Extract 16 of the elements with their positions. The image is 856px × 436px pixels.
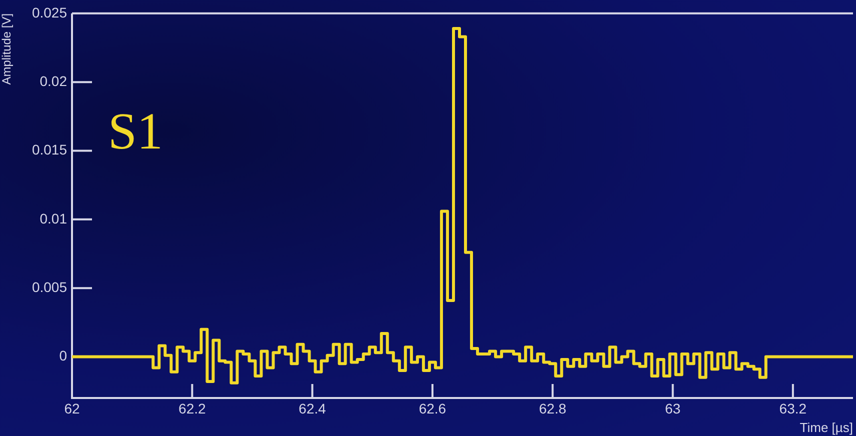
x-tick-label: 62.6 [418,400,446,416]
x-tick-label: 62.8 [538,400,566,416]
y-tick-label: 0.005 [32,278,68,295]
x-tick-label: 62.2 [178,400,206,416]
y-tick-label: 0.02 [40,72,68,89]
x-tick-label: 62.4 [298,400,326,416]
y-tick-label: 0.015 [32,142,68,158]
x-axis-title: Time [µs] [800,420,853,435]
x-tick-label: 63.2 [779,400,807,416]
y-tick-label: 0.025 [32,4,68,20]
y-tick-label: 0 [59,348,68,364]
x-tick-label: 62 [64,400,80,416]
y-axis-title: Amplitude [V] [0,13,14,85]
y-tick-label: 0.01 [40,210,68,226]
x-tick-label: 63 [664,400,681,416]
annotation: S1 [108,103,163,160]
